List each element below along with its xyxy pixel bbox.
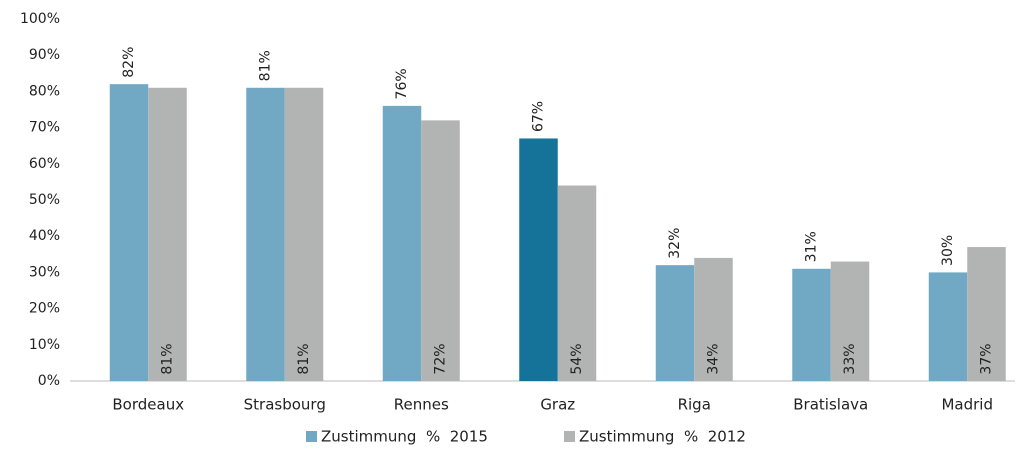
y-tick-label: 50%: [29, 192, 60, 208]
data-label: 37%: [979, 343, 995, 374]
data-label: 54%: [569, 343, 585, 374]
x-tick-label: Rennes: [394, 396, 449, 414]
bar: [967, 247, 1006, 381]
data-label: 81%: [160, 343, 176, 374]
bar: [830, 261, 870, 381]
data-label: 33%: [842, 343, 858, 374]
y-tick-label: 70%: [29, 120, 60, 136]
bar: [694, 257, 733, 381]
legend-swatch: [564, 431, 575, 442]
bar: [109, 84, 149, 381]
data-label: 82%: [121, 47, 137, 78]
x-tick-label: Bordeaux: [112, 396, 184, 414]
y-tick-label: 10%: [29, 337, 60, 353]
data-label: 31%: [804, 231, 820, 262]
x-tick-label: Strasbourg: [244, 396, 326, 414]
bar: [246, 87, 285, 381]
y-tick-label: 90%: [29, 47, 60, 63]
data-label: 72%: [433, 343, 449, 374]
x-tick-label: Bratislava: [793, 396, 868, 414]
legend-label: Zustimmung % 2015: [321, 428, 488, 446]
data-label: 32%: [667, 228, 683, 259]
y-tick-label: 100%: [20, 11, 60, 27]
y-tick-label: 60%: [29, 156, 60, 172]
y-tick-label: 0%: [38, 373, 60, 389]
y-tick-label: 80%: [29, 83, 60, 99]
y-tick-label: 20%: [29, 301, 60, 317]
x-tick-label: Madrid: [941, 396, 993, 414]
bar: [519, 138, 558, 381]
legend-swatch: [306, 431, 317, 442]
legend-label: Zustimmung % 2012: [579, 428, 746, 446]
bar: [284, 87, 324, 381]
data-label: 76%: [394, 68, 410, 99]
bar: [557, 185, 597, 381]
x-tick-label: Graz: [540, 396, 575, 414]
data-label: 67%: [531, 101, 547, 132]
x-tick-label: Riga: [678, 396, 711, 414]
bar: [382, 105, 422, 381]
data-label: 30%: [940, 235, 956, 266]
data-label: 81%: [258, 50, 274, 81]
bar: [655, 265, 695, 381]
bar: [148, 87, 187, 381]
bar: [928, 272, 968, 381]
data-label: 34%: [706, 343, 722, 374]
data-label: 81%: [296, 343, 312, 374]
y-tick-label: 30%: [29, 264, 60, 280]
bar: [421, 120, 460, 382]
y-tick-label: 40%: [29, 228, 60, 244]
bar: [792, 268, 831, 381]
